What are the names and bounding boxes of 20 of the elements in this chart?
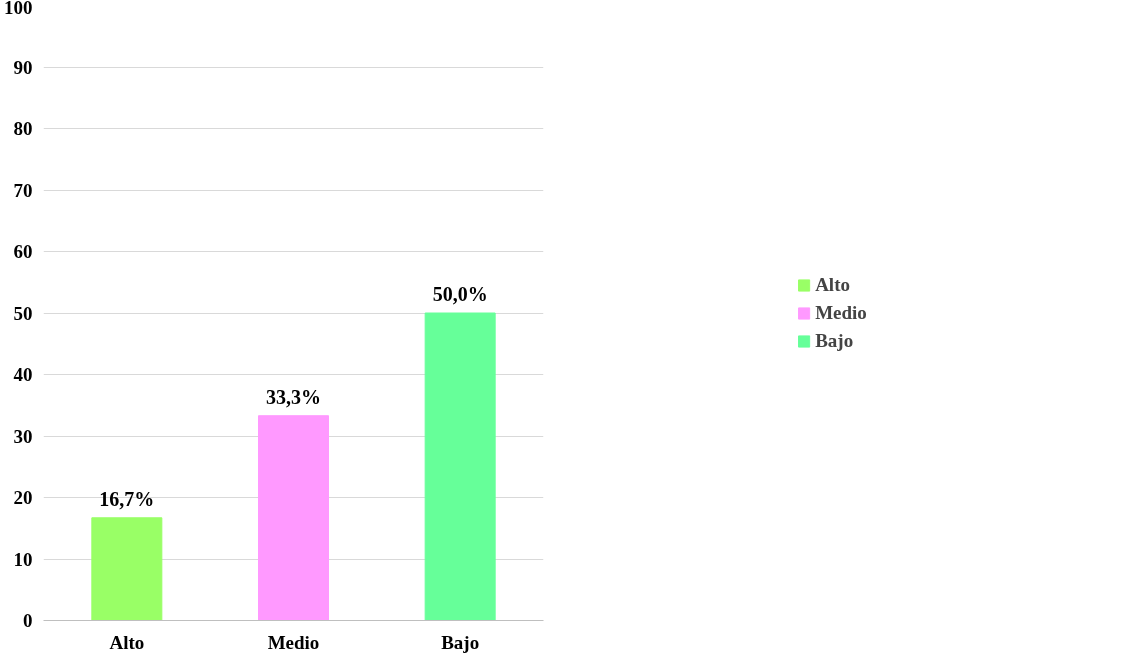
y-tick-label: 70 — [13, 179, 33, 201]
legend-label: Bajo — [815, 329, 854, 352]
data-label: 50,0% — [432, 283, 488, 305]
legend-label: Medio — [815, 301, 867, 324]
y-tick-label: 80 — [13, 118, 33, 139]
y-tick-label: 60 — [13, 241, 33, 262]
x-tick-label: Alto — [109, 631, 145, 653]
data-label: 16,7% — [99, 487, 155, 510]
data-label: 33,3% — [266, 385, 321, 408]
y-tick-label: 10 — [13, 548, 33, 570]
x-tick-label: Medio — [267, 631, 320, 653]
y-tick-label: 40 — [13, 364, 33, 385]
y-tick-label: 20 — [13, 487, 33, 508]
legend-label: Alto — [815, 273, 850, 296]
y-tick-label: 90 — [13, 56, 33, 78]
y-tick-label: 0 — [23, 610, 33, 631]
y-tick-label: 30 — [13, 425, 33, 447]
y-tick-label: 50 — [13, 302, 33, 324]
x-tick-label: Bajo — [441, 631, 480, 653]
y-tick-label: 100 — [4, 0, 33, 18]
